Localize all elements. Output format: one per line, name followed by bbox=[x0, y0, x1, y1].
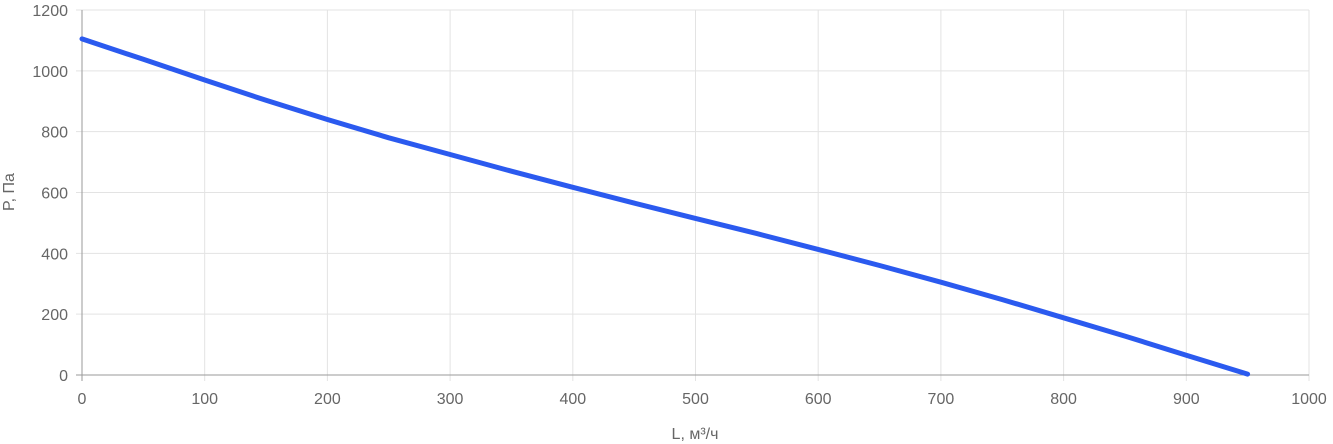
x-axis-title: L, м³/ч bbox=[672, 426, 719, 443]
y-tick-label: 1200 bbox=[32, 3, 68, 20]
y-tick-label: 0 bbox=[59, 368, 68, 385]
axes bbox=[76, 10, 1309, 381]
y-tick-label: 800 bbox=[41, 125, 68, 142]
x-tick-label: 1000 bbox=[1291, 391, 1327, 408]
x-tick-label: 0 bbox=[78, 391, 87, 408]
series-line bbox=[79, 36, 1251, 377]
x-tick-label: 300 bbox=[437, 391, 464, 408]
x-tick-label: 800 bbox=[1050, 391, 1077, 408]
x-tick-label: 100 bbox=[191, 391, 218, 408]
series-layer bbox=[79, 36, 1251, 377]
y-tick-label: 1000 bbox=[32, 64, 68, 81]
grid bbox=[76, 9, 1310, 381]
x-tick-label: 700 bbox=[928, 391, 955, 408]
y-tick-label: 400 bbox=[41, 246, 68, 263]
tick-labels: 0 100 200 300 400 500 600 700 800 900 1000 0 200 400 6… bbox=[32, 3, 1326, 408]
y-axis-title: P, Па bbox=[1, 173, 18, 211]
x-tick-label: 600 bbox=[805, 391, 832, 408]
y-tick-label: 600 bbox=[41, 186, 68, 203]
x-tick-label: 900 bbox=[1173, 391, 1200, 408]
x-tick-label: 400 bbox=[559, 391, 586, 408]
x-tick-label: 500 bbox=[682, 391, 709, 408]
x-tick-label: 200 bbox=[314, 391, 341, 408]
y-tick-label: 200 bbox=[41, 307, 68, 324]
